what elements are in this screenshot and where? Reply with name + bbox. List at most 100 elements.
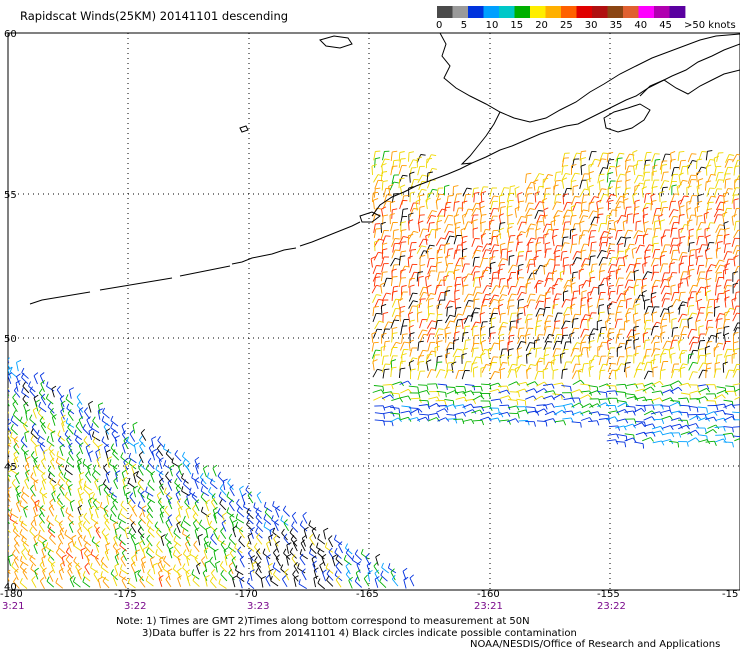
wind-barb-tick xyxy=(200,486,204,492)
wind-barb-tick xyxy=(268,568,274,572)
wind-barb xyxy=(678,305,681,315)
wind-barb xyxy=(372,214,376,224)
wind-barb xyxy=(734,174,740,184)
wind-barb xyxy=(371,285,377,294)
wind-barb-tick xyxy=(678,172,684,176)
wind-barb-tick xyxy=(562,250,568,253)
wind-barb-tick xyxy=(394,249,401,251)
wind-barb xyxy=(374,412,384,415)
wind-barb xyxy=(562,258,565,268)
wind-barb-tick xyxy=(146,493,150,499)
wind-barb xyxy=(579,151,582,161)
wind-barb-tick xyxy=(392,208,398,211)
wind-barb xyxy=(553,299,555,309)
wind-barb xyxy=(392,230,395,240)
wind-barb xyxy=(390,222,394,232)
wind-barb-tick xyxy=(440,237,446,240)
wind-barb-tick xyxy=(697,255,703,257)
wind-barb xyxy=(408,417,418,421)
wind-barb-tick xyxy=(31,575,36,581)
wind-barb xyxy=(228,503,235,512)
wind-barb-tick xyxy=(25,409,31,413)
wind-barb-tick xyxy=(39,560,44,566)
wind-barb xyxy=(84,566,90,575)
wind-barb-tick xyxy=(64,491,68,497)
wind-barb-tick xyxy=(186,462,191,467)
wind-barb-tick xyxy=(576,251,582,253)
wind-barb xyxy=(426,333,431,343)
wind-barb-tick xyxy=(84,407,88,412)
wind-barb xyxy=(408,385,418,388)
wind-barb-tick xyxy=(696,183,702,187)
wind-barb xyxy=(525,208,531,217)
wind-barb-tick xyxy=(599,179,605,182)
wind-barb-tick xyxy=(549,258,555,261)
wind-barb-tick xyxy=(588,163,594,166)
wind-barb-tick xyxy=(280,564,284,570)
wind-barb-tick xyxy=(645,249,651,251)
wind-barb xyxy=(34,402,39,412)
wind-barb xyxy=(571,411,581,416)
wind-barb xyxy=(374,158,376,168)
wind-barb xyxy=(373,252,379,261)
wind-barb xyxy=(453,235,458,245)
wind-barb-tick xyxy=(684,224,690,226)
wind-barb-tick xyxy=(39,505,44,510)
wind-barb xyxy=(643,223,646,233)
wind-barb-tick xyxy=(669,384,674,390)
wind-barb xyxy=(716,386,726,389)
wind-barb xyxy=(255,572,263,580)
wind-barb-tick xyxy=(711,334,717,337)
wind-barb xyxy=(705,236,708,246)
wind-barb xyxy=(551,272,554,282)
wind-barb xyxy=(119,575,128,581)
wind-barb-tick xyxy=(10,464,13,471)
wind-barb xyxy=(316,547,325,553)
wind-barb xyxy=(29,390,37,398)
wind-barb-tick xyxy=(669,262,675,265)
wind-barb xyxy=(463,293,469,303)
wind-barb-tick xyxy=(644,298,650,301)
wind-barb xyxy=(282,509,290,517)
wind-barb xyxy=(46,397,54,405)
wind-barb xyxy=(677,341,681,351)
wind-barb-tick xyxy=(283,533,288,539)
wind-barb xyxy=(383,278,388,287)
wind-barb xyxy=(256,536,263,545)
wind-barb-tick xyxy=(628,279,634,281)
wind-barb-tick xyxy=(486,243,492,246)
time-label-3-22: 3:22 xyxy=(124,601,146,612)
wind-barb-tick xyxy=(146,520,150,526)
wind-barb xyxy=(16,376,21,386)
wind-barb xyxy=(524,314,529,324)
wind-barb xyxy=(382,369,385,379)
wind-barb xyxy=(236,510,245,518)
wind-barb xyxy=(723,244,727,253)
wind-barb-tick xyxy=(400,269,406,272)
wind-barb-tick xyxy=(531,272,537,275)
wind-barb-tick xyxy=(489,219,495,222)
wind-barb xyxy=(599,231,605,240)
wind-barb xyxy=(461,257,463,267)
wind-barb-tick xyxy=(173,535,177,541)
wind-barb xyxy=(678,334,683,344)
wind-barb-tick xyxy=(157,560,162,565)
wind-barb-tick xyxy=(704,396,709,401)
wind-barb-tick xyxy=(578,368,584,372)
wind-barb xyxy=(689,415,698,421)
wind-barb xyxy=(461,333,464,343)
wind-barb xyxy=(650,258,656,267)
wind-barb xyxy=(124,529,128,539)
wind-barb xyxy=(607,363,612,373)
wind-barb-tick xyxy=(639,244,645,247)
wind-barb-tick xyxy=(228,568,233,574)
wind-barb-tick xyxy=(731,214,737,217)
wind-barb xyxy=(614,370,617,380)
wind-barb-tick xyxy=(119,508,123,514)
wind-barb xyxy=(554,420,564,423)
wind-barb xyxy=(97,404,101,414)
wind-barb xyxy=(470,266,476,275)
wind-barb xyxy=(147,483,155,491)
wind-barb-tick xyxy=(13,556,19,561)
wind-barb-tick xyxy=(345,548,350,554)
